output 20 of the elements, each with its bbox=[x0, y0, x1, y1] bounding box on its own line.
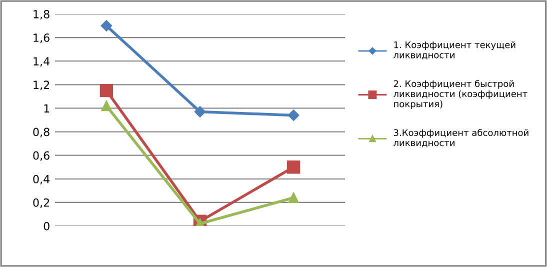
point bbox=[288, 192, 299, 203]
y-tick-label: 1,4 bbox=[34, 57, 50, 67]
y-tick-label: 0,6 bbox=[33, 151, 50, 161]
y-tick-label: 0,4 bbox=[33, 174, 50, 184]
point bbox=[100, 20, 112, 32]
y-tick-label: 1,6 bbox=[34, 34, 50, 44]
legend-label: 1. Коэффициент текущей ликвидности bbox=[394, 41, 516, 60]
point bbox=[101, 100, 112, 112]
point bbox=[194, 106, 206, 118]
y-tick-label: 0 bbox=[44, 222, 50, 230]
point bbox=[288, 110, 300, 121]
y-tick-label: 1 bbox=[44, 104, 50, 112]
y-tick-label: 1,8 bbox=[34, 10, 50, 20]
legend-label: 2. Коэффициент быстрой ликвидности (коэффициент покрытия) bbox=[394, 80, 528, 110]
legend-label: 3.Коэффициент абсолютной ликвидности bbox=[394, 128, 528, 148]
y-tick-label: 0,8 bbox=[33, 128, 50, 138]
point bbox=[100, 84, 114, 98]
y-tick-label: 0,2 bbox=[33, 198, 50, 208]
y-tick-label: 1,2 bbox=[34, 80, 50, 90]
point bbox=[286, 160, 300, 174]
